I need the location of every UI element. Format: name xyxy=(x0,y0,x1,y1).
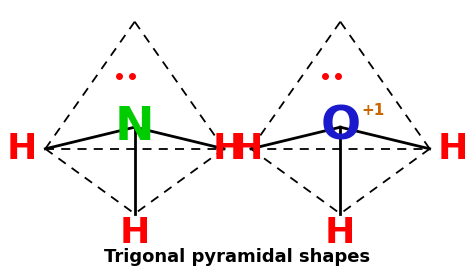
Text: H: H xyxy=(438,132,468,166)
Text: N: N xyxy=(115,105,154,150)
Text: H: H xyxy=(232,132,263,166)
Text: +1: +1 xyxy=(362,104,385,118)
Text: O: O xyxy=(320,105,361,150)
Text: H: H xyxy=(325,216,355,250)
Text: H: H xyxy=(212,132,243,166)
Text: Trigonal pyramidal shapes: Trigonal pyramidal shapes xyxy=(104,248,370,266)
Text: H: H xyxy=(7,132,37,166)
Text: H: H xyxy=(120,216,150,250)
